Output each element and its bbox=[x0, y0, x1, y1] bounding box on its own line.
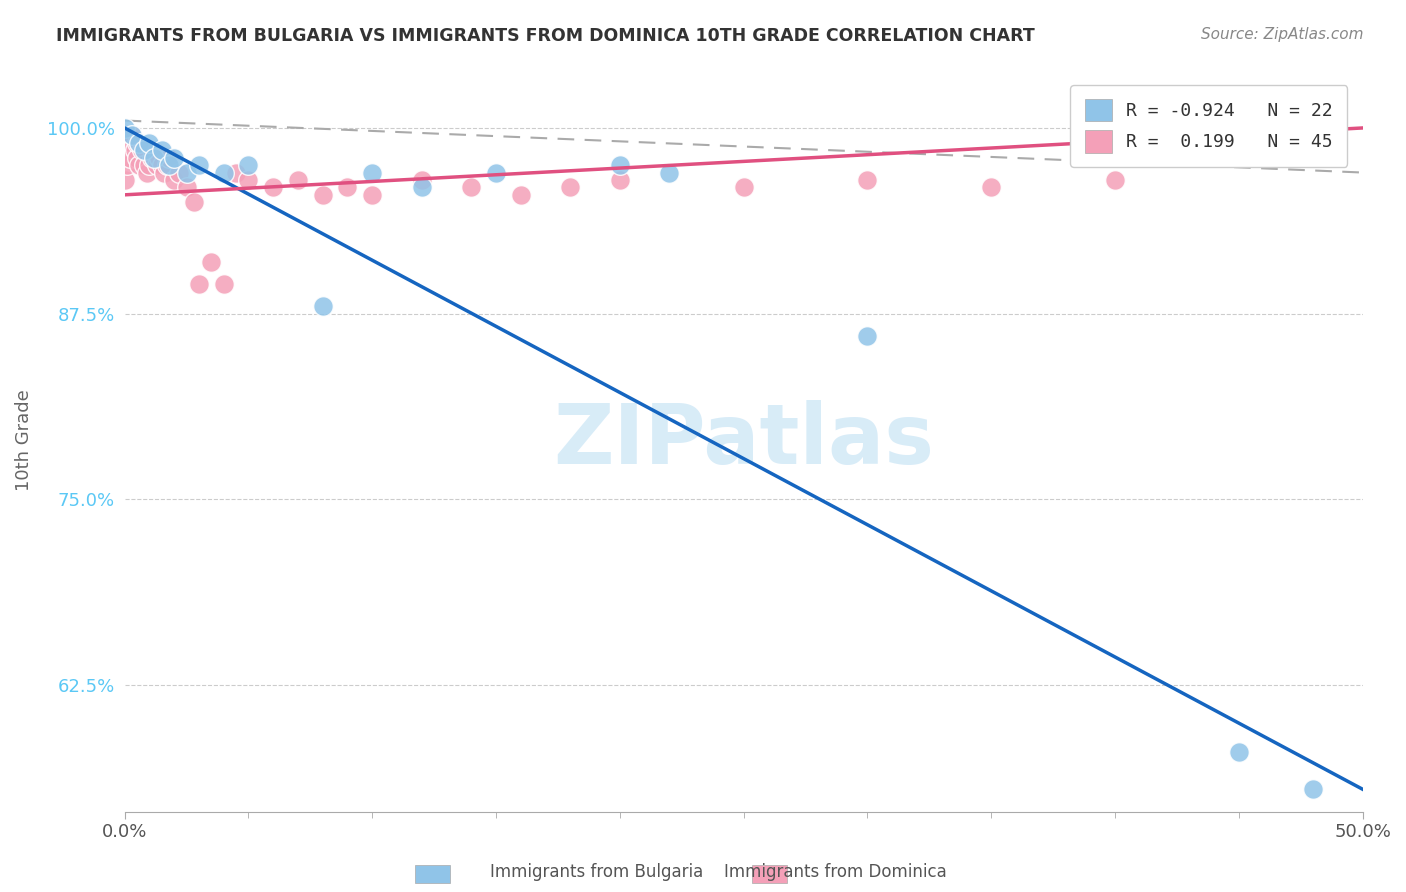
Point bbox=[212, 165, 235, 179]
Point bbox=[128, 136, 150, 150]
Point bbox=[143, 151, 166, 165]
Point bbox=[141, 151, 163, 165]
Point bbox=[114, 173, 136, 187]
Point bbox=[153, 165, 176, 179]
Point bbox=[658, 165, 681, 179]
Point bbox=[148, 151, 170, 165]
Point bbox=[238, 158, 260, 172]
Point bbox=[183, 195, 205, 210]
Legend: R = -0.924   N = 22, R =  0.199   N = 45: R = -0.924 N = 22, R = 0.199 N = 45 bbox=[1070, 85, 1347, 167]
Point bbox=[156, 158, 179, 172]
Point bbox=[509, 187, 531, 202]
Point bbox=[124, 143, 146, 157]
Point bbox=[1227, 745, 1250, 759]
Point bbox=[187, 158, 209, 172]
Point bbox=[157, 151, 180, 165]
Text: ZIPatlas: ZIPatlas bbox=[553, 400, 934, 481]
Point bbox=[138, 136, 160, 150]
Point bbox=[146, 158, 169, 172]
Point bbox=[128, 136, 150, 150]
Text: IMMIGRANTS FROM BULGARIA VS IMMIGRANTS FROM DOMINICA 10TH GRADE CORRELATION CHAR: IMMIGRANTS FROM BULGARIA VS IMMIGRANTS F… bbox=[56, 27, 1035, 45]
Y-axis label: 10th Grade: 10th Grade bbox=[15, 389, 32, 491]
Point bbox=[312, 187, 335, 202]
Point bbox=[131, 143, 153, 157]
Point bbox=[312, 299, 335, 313]
Point bbox=[856, 173, 879, 187]
Point bbox=[560, 180, 582, 194]
Point bbox=[361, 187, 384, 202]
Point bbox=[287, 173, 309, 187]
Point bbox=[411, 180, 433, 194]
Point bbox=[134, 158, 156, 172]
Point bbox=[134, 143, 156, 157]
Point bbox=[121, 128, 143, 143]
Point bbox=[980, 180, 1002, 194]
Point bbox=[163, 173, 186, 187]
Point bbox=[121, 128, 143, 143]
Point bbox=[212, 277, 235, 291]
Point bbox=[336, 180, 359, 194]
Point bbox=[411, 173, 433, 187]
Point bbox=[609, 158, 631, 172]
Point bbox=[157, 158, 180, 172]
Point bbox=[361, 165, 384, 179]
Point bbox=[225, 165, 247, 179]
Point bbox=[460, 180, 482, 194]
Point bbox=[167, 165, 190, 179]
Point bbox=[114, 120, 136, 135]
Point bbox=[150, 143, 173, 157]
Point bbox=[238, 173, 260, 187]
Point bbox=[1104, 173, 1126, 187]
Point bbox=[485, 165, 508, 179]
Point bbox=[1302, 782, 1324, 797]
Point bbox=[115, 158, 138, 172]
Point bbox=[609, 173, 631, 187]
Point bbox=[176, 180, 198, 194]
Point bbox=[150, 158, 173, 172]
Point bbox=[121, 136, 143, 150]
Point bbox=[128, 158, 150, 172]
Point bbox=[143, 151, 166, 165]
Text: Source: ZipAtlas.com: Source: ZipAtlas.com bbox=[1201, 27, 1364, 42]
Point bbox=[135, 165, 157, 179]
Text: Immigrants from Dominica: Immigrants from Dominica bbox=[703, 863, 946, 881]
Point bbox=[176, 165, 198, 179]
Point bbox=[138, 158, 160, 172]
Point bbox=[200, 254, 222, 268]
Point bbox=[262, 180, 284, 194]
Point bbox=[856, 329, 879, 343]
Point bbox=[125, 151, 148, 165]
Point bbox=[733, 180, 755, 194]
Point bbox=[125, 136, 148, 150]
Point bbox=[187, 277, 209, 291]
Point bbox=[163, 151, 186, 165]
Text: Immigrants from Bulgaria: Immigrants from Bulgaria bbox=[489, 863, 703, 881]
Point bbox=[118, 151, 141, 165]
